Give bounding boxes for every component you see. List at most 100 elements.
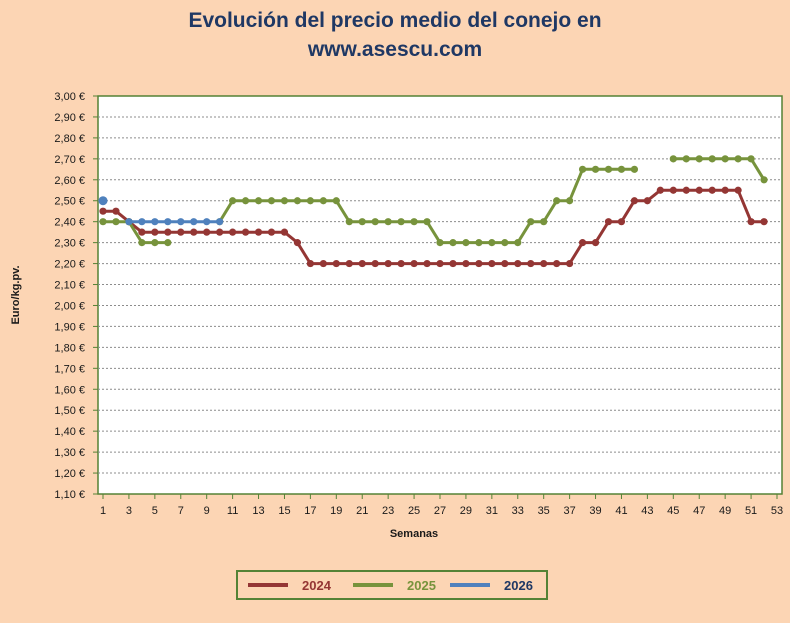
- data-point-2025: [229, 197, 237, 205]
- data-point-2025: [721, 155, 729, 163]
- data-point-2024: [267, 228, 276, 236]
- x-tick-label: 15: [278, 505, 290, 517]
- data-point-2024: [241, 228, 250, 236]
- y-axis-label: Euro/kg.pv.: [10, 265, 22, 324]
- data-point-2025: [293, 197, 302, 205]
- data-point-2025: [397, 218, 405, 226]
- x-tick-label: 5: [152, 505, 158, 517]
- data-point-2024: [345, 259, 353, 268]
- x-tick-label: 37: [563, 505, 575, 517]
- x-tick-label: 29: [460, 505, 472, 517]
- data-point-2024: [410, 259, 418, 268]
- data-point-2024: [695, 186, 703, 194]
- data-point-2024: [488, 259, 496, 268]
- data-point-2024: [319, 259, 327, 268]
- data-point-2024: [332, 259, 340, 268]
- chart-title: Evolución del precio medio del conejo en…: [0, 6, 790, 64]
- x-tick-label: 49: [719, 505, 731, 517]
- data-point-2024: [99, 207, 107, 215]
- series-2024: [99, 186, 768, 268]
- series-layer: [98, 155, 768, 268]
- x-tick-label: 23: [382, 505, 394, 517]
- data-point-2024: [747, 218, 755, 226]
- data-point-2026: [125, 218, 133, 226]
- data-point-2024: [682, 186, 690, 194]
- x-tick-label: 19: [330, 505, 342, 517]
- y-tick-label: 2,90 €: [54, 112, 85, 124]
- data-point-2024: [617, 218, 626, 226]
- data-point-2024: [630, 197, 639, 205]
- data-point-2024: [578, 239, 587, 247]
- series-2025: [99, 155, 768, 247]
- y-tick-label: 1,20 €: [54, 468, 85, 480]
- y-tick-label: 1,60 €: [54, 384, 85, 396]
- legend-label-2025: 2025: [407, 577, 436, 593]
- data-point-2024: [514, 259, 522, 268]
- data-point-2025: [527, 218, 535, 226]
- data-point-2024: [462, 259, 470, 268]
- data-point-2025: [99, 218, 107, 226]
- y-tick-label: 1,10 €: [54, 489, 85, 501]
- data-point-2025: [449, 239, 457, 247]
- data-point-2025: [540, 218, 548, 226]
- y-tick-label: 2,80 €: [54, 133, 85, 145]
- data-point-2026: [151, 218, 159, 226]
- x-tick-label: 41: [615, 505, 627, 517]
- data-point-2025: [695, 155, 703, 163]
- x-tick-label: 45: [667, 505, 679, 517]
- data-point-2024: [112, 207, 120, 215]
- data-point-2026: [216, 218, 224, 226]
- data-point-2024: [540, 259, 548, 268]
- x-tick-label: 1: [100, 505, 106, 517]
- data-point-2024: [358, 259, 366, 268]
- x-tick-label: 31: [486, 505, 498, 517]
- legend-label-2026: 2026: [504, 577, 533, 593]
- data-point-2024: [164, 228, 172, 236]
- data-point-2025: [267, 197, 276, 205]
- data-point-2025: [423, 218, 431, 226]
- data-point-2024: [203, 228, 211, 236]
- data-point-2025: [462, 239, 470, 247]
- data-point-2024: [280, 228, 289, 236]
- y-tick-label: 2,40 €: [54, 217, 85, 229]
- data-point-2025: [617, 165, 626, 173]
- data-point-2026: [98, 196, 108, 206]
- y-tick-label: 2,00 €: [54, 300, 85, 312]
- data-point-2024: [643, 197, 651, 205]
- data-point-2024: [254, 228, 263, 236]
- data-point-2024: [721, 186, 729, 194]
- data-point-2024: [591, 239, 600, 247]
- x-tick-label: 25: [408, 505, 420, 517]
- data-point-2024: [656, 186, 664, 194]
- data-point-2024: [734, 186, 742, 194]
- plot-area: [97, 95, 783, 495]
- data-point-2025: [501, 239, 509, 247]
- y-tick-label: 1,30 €: [54, 447, 85, 459]
- legend-item-2026: 2026: [450, 572, 533, 598]
- x-tick-label: 9: [204, 505, 210, 517]
- chart-title-line-2: www.asescu.com: [307, 38, 483, 61]
- data-point-2025: [345, 218, 353, 226]
- series-2026: [98, 196, 224, 226]
- data-point-2025: [591, 165, 600, 173]
- x-tick-label: 43: [641, 505, 653, 517]
- y-tick-label: 1,80 €: [54, 342, 85, 354]
- y-tick-label: 1,40 €: [54, 426, 85, 438]
- legend-item-2024: 2024: [248, 572, 331, 598]
- data-point-2024: [604, 218, 613, 226]
- data-point-2024: [669, 186, 677, 194]
- data-point-2024: [475, 259, 483, 268]
- data-point-2025: [306, 197, 314, 205]
- data-point-2024: [138, 228, 146, 236]
- x-tick-label: 11: [227, 505, 238, 517]
- y-tick-label: 2,20 €: [54, 259, 85, 271]
- data-point-2025: [475, 239, 483, 247]
- data-point-2024: [306, 259, 314, 268]
- data-point-2025: [669, 155, 677, 163]
- data-point-2025: [488, 239, 496, 247]
- data-point-2025: [566, 197, 574, 205]
- data-point-2024: [553, 259, 561, 268]
- x-tick-label: 17: [304, 505, 316, 517]
- x-tick-label: 51: [745, 505, 757, 517]
